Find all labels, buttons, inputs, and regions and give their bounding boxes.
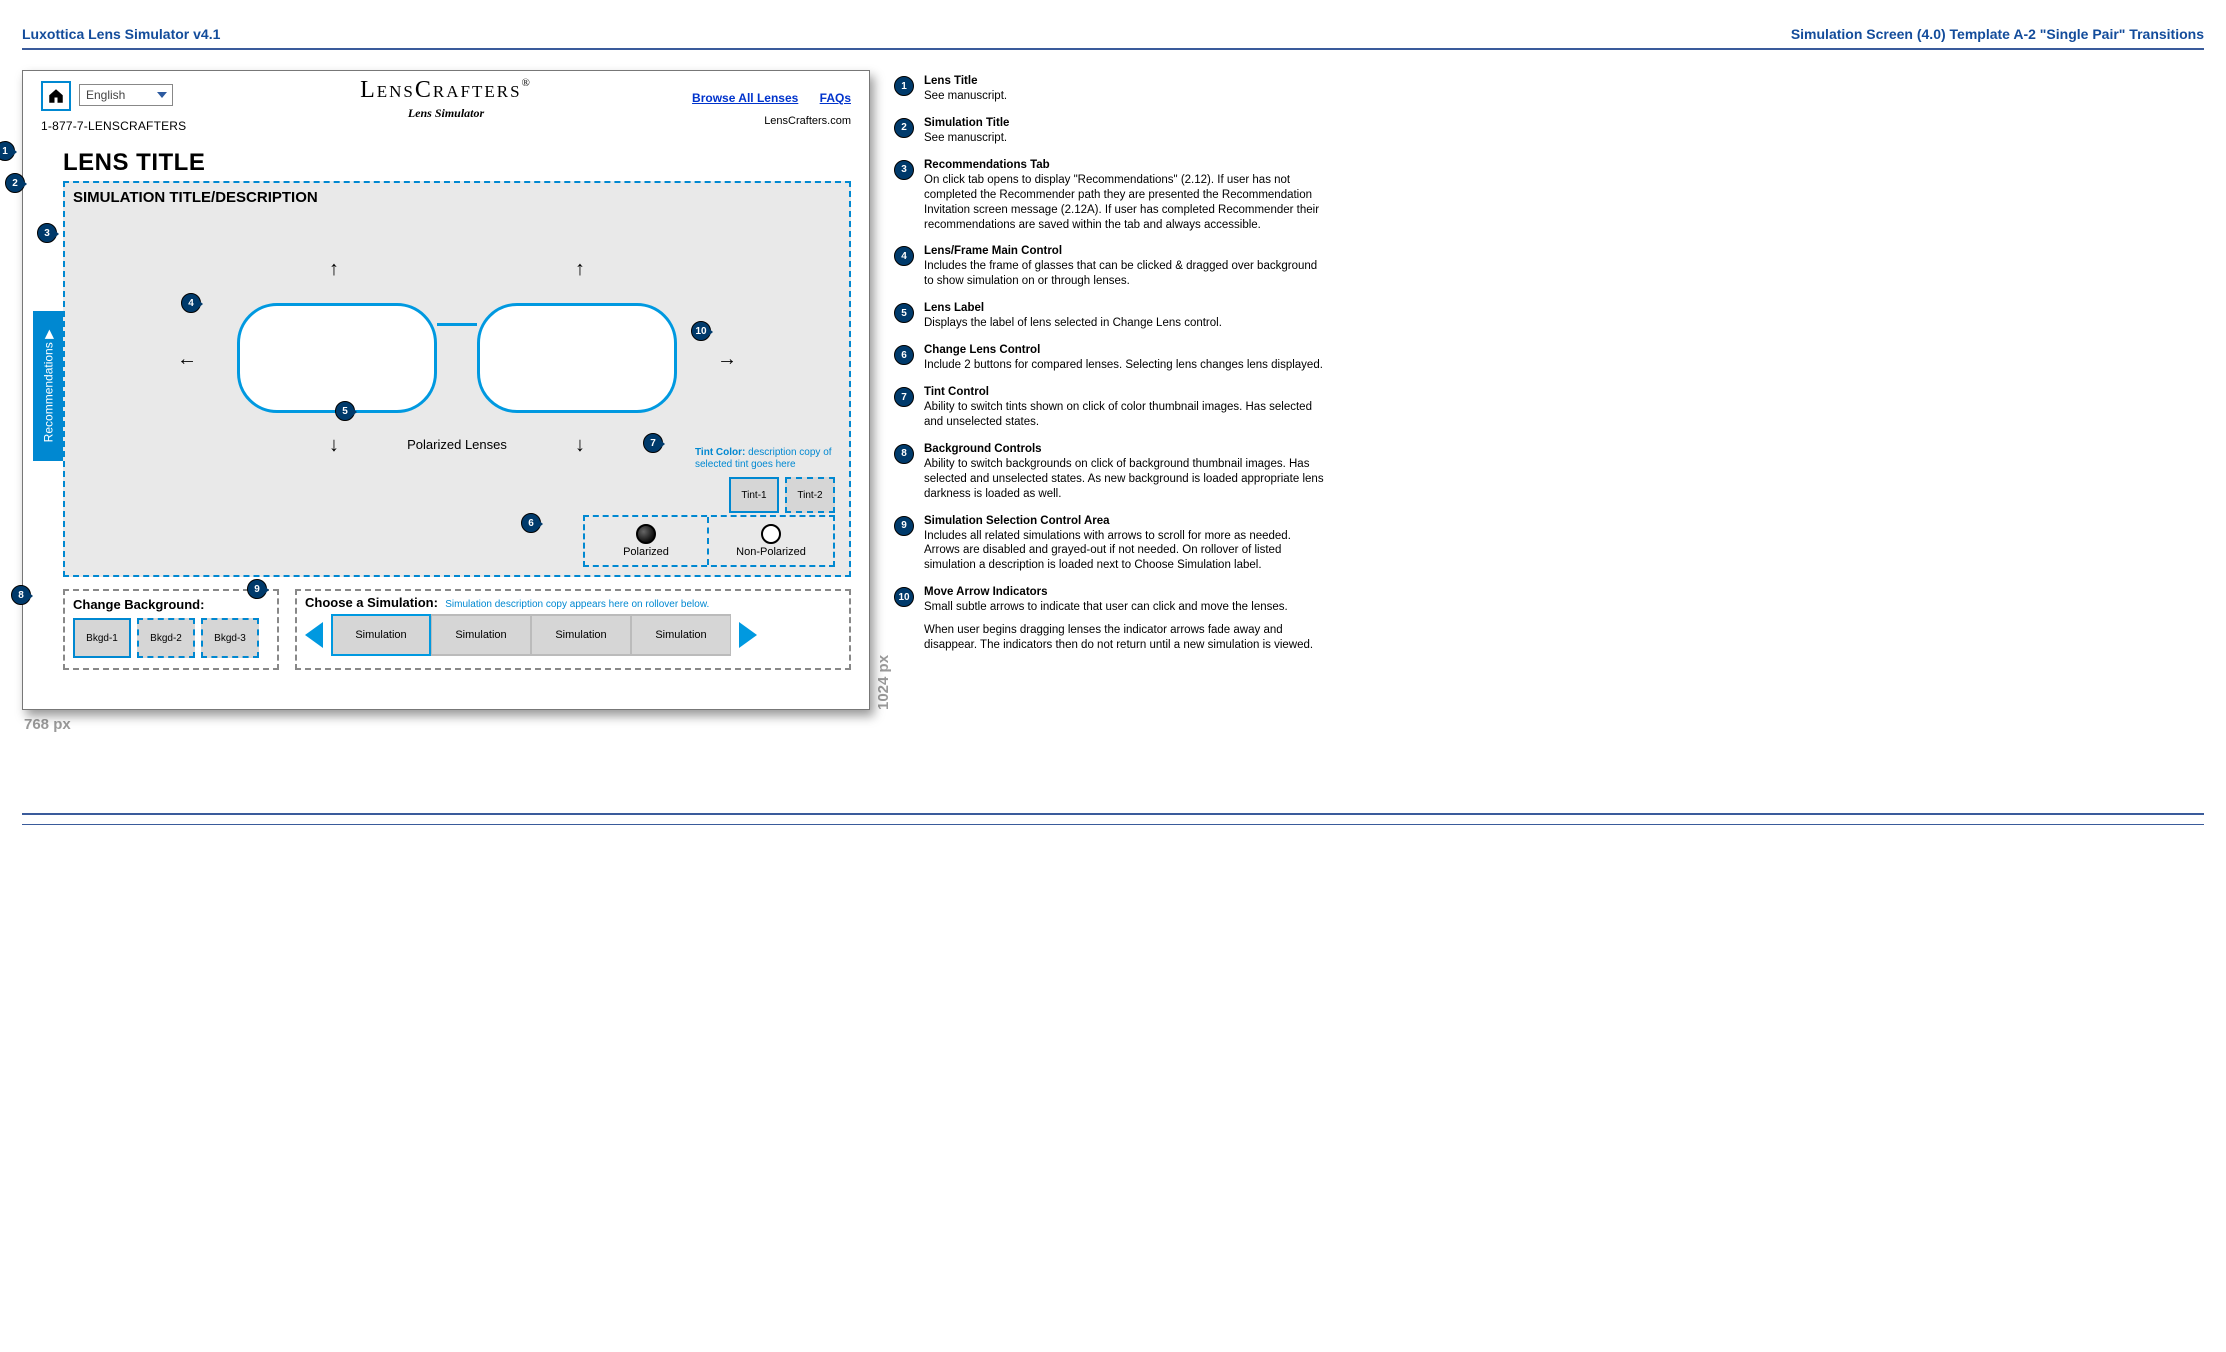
simulation-thumb[interactable]: Simulation xyxy=(431,614,531,656)
lens-bridge xyxy=(437,323,477,326)
background-thumb[interactable]: Bkgd-3 xyxy=(201,618,259,658)
dimension-width: 768 px xyxy=(24,716,870,733)
home-button[interactable] xyxy=(41,81,71,111)
note-item: 1 Lens TitleSee manuscript. xyxy=(894,74,1324,104)
nav-arrow-right-icon[interactable] xyxy=(739,622,757,648)
annotation-marker: 10 xyxy=(691,321,711,341)
lens-dark-icon xyxy=(636,524,656,544)
tint-control: Tint-1 Tint-2 xyxy=(729,477,835,513)
language-select[interactable]: English xyxy=(79,84,173,106)
move-arrow-right-icon: → xyxy=(717,349,737,369)
note-item: 4 Lens/Frame Main ControlIncludes the fr… xyxy=(894,244,1324,289)
move-arrow-down-icon: ↓ xyxy=(575,435,585,455)
simulation-thumb[interactable]: Simulation xyxy=(331,614,431,656)
home-icon xyxy=(47,87,65,105)
notes-column: 1 Lens TitleSee manuscript. 2 Simulation… xyxy=(894,70,1324,653)
simulation-thumb[interactable]: Simulation xyxy=(631,614,731,656)
topbar-right: Browse All Lenses FAQs LensCrafters.com xyxy=(674,81,851,127)
note-tail: When user begins dragging lenses the ind… xyxy=(924,623,1324,653)
tint-thumb[interactable]: Tint-2 xyxy=(785,477,835,513)
topbar: English 1-877-7-LENSCRAFTERS LensCrafter… xyxy=(23,71,869,135)
move-arrow-left-icon: ← xyxy=(177,349,197,369)
move-arrow-down-icon: ↓ xyxy=(329,435,339,455)
simulation-title: SIMULATION TITLE/DESCRIPTION xyxy=(65,183,849,212)
annotation-marker: 6 xyxy=(521,513,541,533)
annotation-marker: 8 xyxy=(11,585,31,605)
header-right: Simulation Screen (4.0) Template A-2 "Si… xyxy=(1791,26,2204,42)
note-item: 10 Move Arrow IndicatorsSmall subtle arr… xyxy=(894,585,1324,615)
phone-number: 1-877-7-LENSCRAFTERS xyxy=(41,119,241,133)
note-item: 8 Background ControlsAbility to switch b… xyxy=(894,442,1324,502)
link-faqs[interactable]: FAQs xyxy=(820,91,851,105)
change-lens-option[interactable]: Non-Polarized xyxy=(709,517,833,565)
choose-title: Choose a Simulation: xyxy=(305,595,438,610)
option-label: Non-Polarized xyxy=(736,546,806,558)
dimension-height: 1024 px xyxy=(875,70,892,710)
brand-logo: LensCrafters® xyxy=(286,77,606,104)
annotation-marker: 4 xyxy=(181,293,201,313)
domain-text: LensCrafters.com xyxy=(674,115,851,127)
glasses-control[interactable]: ↑ ↑ ↓ ↓ ← → xyxy=(237,293,677,423)
lens-right[interactable] xyxy=(477,303,677,413)
move-arrow-up-icon: ↑ xyxy=(329,259,339,279)
change-lens-control: Polarized Non-Polarized xyxy=(583,515,835,567)
nav-arrow-left-icon[interactable] xyxy=(305,622,323,648)
change-lens-option[interactable]: Polarized xyxy=(585,517,709,565)
page-footer-line xyxy=(22,813,2204,825)
annotation-marker: 9 xyxy=(247,579,267,599)
note-item: 5 Lens LabelDisplays the label of lens s… xyxy=(894,301,1324,331)
note-item: 2 Simulation TitleSee manuscript. xyxy=(894,116,1324,146)
header-left: Luxottica Lens Simulator v4.1 xyxy=(22,26,220,42)
lens-left[interactable] xyxy=(237,303,437,413)
brand: LensCrafters® Lens Simulator xyxy=(286,77,606,121)
choose-simulation-panel: Choose a Simulation: Simulation descript… xyxy=(295,589,851,670)
annotation-marker: 2 xyxy=(5,173,25,193)
option-label: Polarized xyxy=(623,546,669,558)
note-item: 3 Recommendations TabOn click tab opens … xyxy=(894,158,1324,233)
note-item: 7 Tint ControlAbility to switch tints sh… xyxy=(894,385,1324,430)
background-thumb[interactable]: Bkgd-2 xyxy=(137,618,195,658)
link-browse-all[interactable]: Browse All Lenses xyxy=(692,91,798,105)
simulation-thumb[interactable]: Simulation xyxy=(531,614,631,656)
annotation-marker: 5 xyxy=(335,401,355,421)
simulation-area: SIMULATION TITLE/DESCRIPTION ↑ ↑ ↓ ↓ ← →… xyxy=(63,181,851,577)
background-panel: Change Background: Bkgd-1 Bkgd-2 Bkgd-3 xyxy=(63,589,279,670)
note-item: 9 Simulation Selection Control AreaInclu… xyxy=(894,514,1324,574)
page-header: Luxottica Lens Simulator v4.1 Simulation… xyxy=(22,10,2204,50)
brand-subtitle: Lens Simulator xyxy=(286,106,606,121)
annotation-marker: 7 xyxy=(643,433,663,453)
lens-clear-icon xyxy=(761,524,781,544)
background-thumb[interactable]: Bkgd-1 xyxy=(73,618,131,658)
tint-description: Tint Color: description copy of selected… xyxy=(695,447,835,471)
chevron-down-icon xyxy=(156,89,168,101)
annotation-marker: 3 xyxy=(37,223,57,243)
annotation-marker: 1 xyxy=(0,141,15,161)
move-arrow-up-icon: ↑ xyxy=(575,259,585,279)
background-panel-title: Change Background: xyxy=(73,597,269,612)
simulator-frame: English 1-877-7-LENSCRAFTERS LensCrafter… xyxy=(22,70,870,710)
choose-description: Simulation description copy appears here… xyxy=(445,599,709,610)
tint-thumb[interactable]: Tint-1 xyxy=(729,477,779,513)
language-value: English xyxy=(86,88,125,102)
lens-title: LENS TITLE xyxy=(63,149,851,177)
lens-label: Polarized Lenses xyxy=(407,437,507,452)
note-item: 6 Change Lens ControlInclude 2 buttons f… xyxy=(894,343,1324,373)
